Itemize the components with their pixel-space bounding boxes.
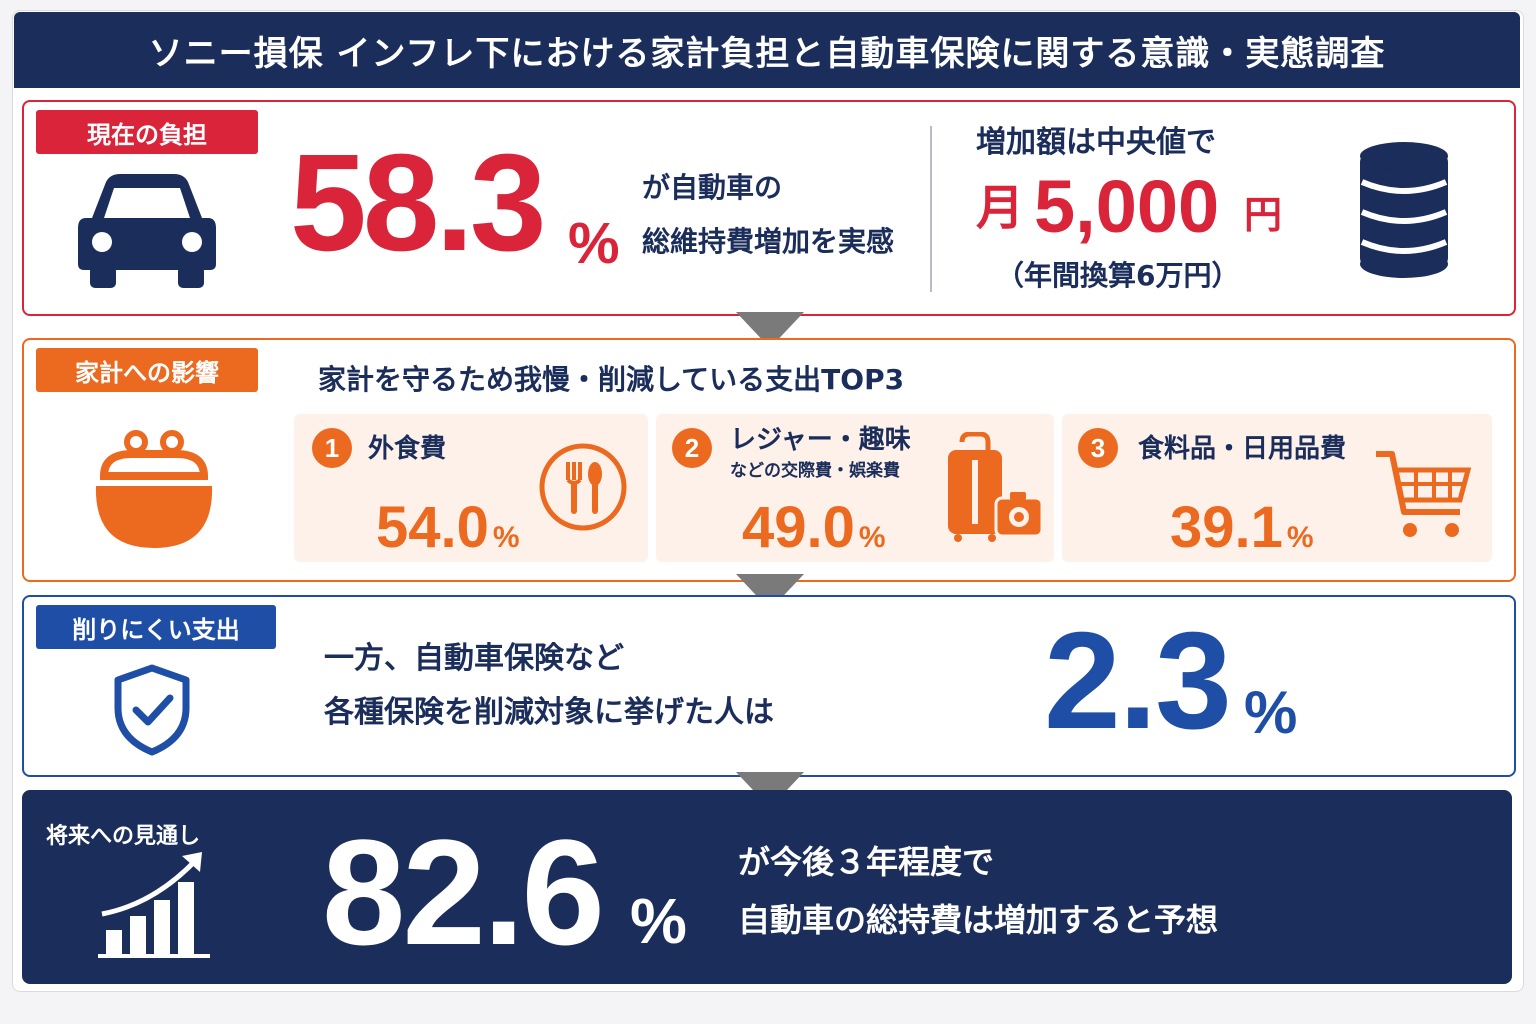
top3-card-3 <box>1062 414 1492 562</box>
item-3-value-group: 39.1% <box>1170 494 1314 561</box>
fork-knife-icon <box>539 443 627 531</box>
title-text: ソニー損保 インフレ下における家計負担と自動車保険に関する意識・実態調査 <box>148 33 1386 74</box>
household-impact-tag: 家計への影響 <box>36 348 258 392</box>
burden-percent-unit: % <box>568 211 620 276</box>
outlook-percent-unit: % <box>630 885 687 957</box>
insurance-line2: 各種保険を削減対象に挙げた人は <box>324 695 774 730</box>
page-title: ソニー損保 インフレ下における家計負担と自動車保険に関する意識・実態調査 <box>14 12 1520 88</box>
growth-chart-icon <box>98 852 210 958</box>
burden-desc-line1: が自動車の <box>642 171 783 204</box>
car-icon <box>78 174 216 288</box>
insurance-line1: 一方、自動車保険など <box>324 641 624 676</box>
rank-badge-3: 3 <box>1078 428 1118 468</box>
insurance-percent-unit: % <box>1244 679 1298 746</box>
current-burden-panel: 現在の負担 <box>22 100 1516 316</box>
current-burden-tag: 現在の負担 <box>36 110 258 154</box>
suitcase-camera-icon <box>948 432 1044 542</box>
outlook-percent: 82.6 <box>322 808 605 976</box>
item-2-sublabel: などの交際費・娯楽費 <box>730 461 900 481</box>
item-2-value: 49.0 <box>742 495 855 560</box>
item-1-value-group: 54.0% <box>376 494 520 561</box>
divider <box>930 126 932 292</box>
item-3-label: 食料品・日用品費 <box>1138 434 1347 464</box>
insurance-percent: 2.3 <box>1044 604 1232 758</box>
item-2-unit: % <box>858 521 886 554</box>
hard-to-cut-tag: 削りにくい支出 <box>36 605 276 649</box>
coin-stack-icon <box>1360 142 1448 278</box>
outlook-tag: 将来への見通し <box>46 824 201 849</box>
median-value: 5,000 <box>1034 165 1220 248</box>
rank-badge-2: 2 <box>672 428 712 468</box>
outlook-panel: 将来への見通し <box>22 790 1512 984</box>
purse-icon <box>95 430 213 548</box>
item-3-value: 39.1 <box>1170 495 1283 560</box>
item-2-value-group: 49.0% <box>742 494 886 561</box>
median-unit: 円 <box>1244 195 1283 237</box>
item-1-unit: % <box>492 521 520 554</box>
median-label: 増加額は中央値で <box>976 125 1216 160</box>
item-2-label: レジャー・趣味 <box>730 425 911 455</box>
burden-percent: 58.3 <box>290 126 547 280</box>
shopping-cart-icon <box>1376 451 1472 537</box>
item-1-value: 54.0 <box>376 495 489 560</box>
outlook-line1: が今後３年程度で <box>738 843 995 881</box>
median-prefix: 月 <box>976 182 1025 235</box>
shield-check-icon <box>114 664 190 756</box>
item-3-unit: % <box>1286 521 1314 554</box>
annual-amount: （年間換算6万円） <box>996 259 1240 292</box>
top3-heading: 家計を守るため我慢・削減している支出TOP3 <box>318 363 905 396</box>
hard-to-cut-panel: 削りにくい支出 <box>22 595 1516 777</box>
burden-desc-line2: 総維持費増加を実感 <box>642 225 895 258</box>
top3-card-1 <box>294 414 648 562</box>
rank-badge-1: 1 <box>312 428 352 468</box>
item-1-label: 外食費 <box>368 434 447 464</box>
outlook-line2: 自動車の総持費は増加すると予想 <box>738 901 1219 939</box>
